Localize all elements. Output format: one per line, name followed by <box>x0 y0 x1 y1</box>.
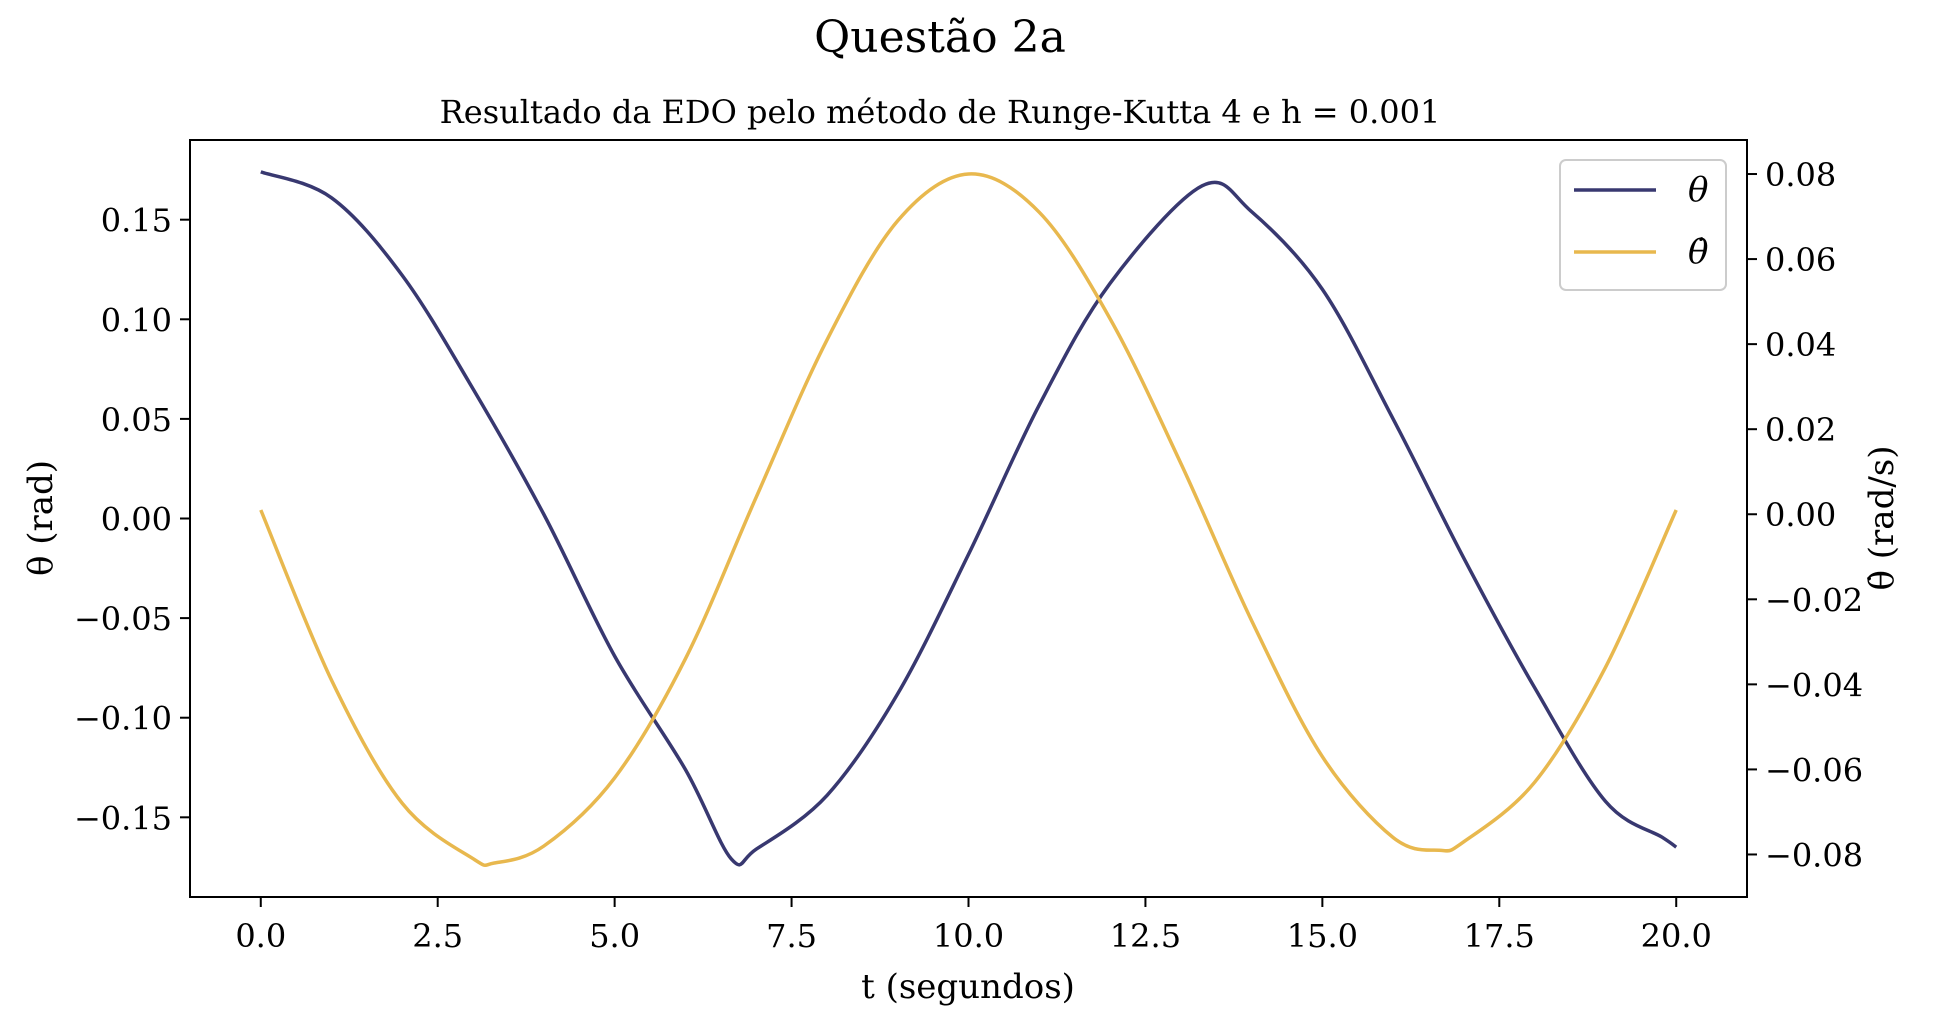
y-left-tick-label: 0.10 <box>101 301 172 339</box>
y-right-axis-label: θ̇ (rad/s) <box>1862 446 1902 591</box>
y-right-tick-label: 0.04 <box>1765 326 1836 364</box>
series-line-theta <box>260 170 1678 867</box>
series-layer <box>259 170 1678 868</box>
legend-label-theta-dot: θ̇ <box>1688 232 1708 272</box>
y-right-tick-label: −0.06 <box>1765 751 1863 789</box>
y-right-tick-label: −0.02 <box>1765 581 1863 619</box>
x-axis-label: t (segundos) <box>861 967 1075 1007</box>
y-right-tick-label: −0.04 <box>1765 666 1863 704</box>
chart-title: Resultado da EDO pelo método de Runge-Ku… <box>440 93 1441 131</box>
y-right-tick-label: 0.08 <box>1765 156 1836 194</box>
y-right-tick-label: 0.00 <box>1765 496 1836 534</box>
x-axis-ticks: 0.0 2.5 5.0 7.5 10.0 12.5 15.0 17.5 20.0 <box>235 897 1712 955</box>
y-right-tick-label: 0.06 <box>1765 241 1836 279</box>
x-tick-label: 17.5 <box>1464 917 1535 955</box>
x-tick-label: 2.5 <box>412 917 463 955</box>
y-right-axis-ticks: 0.08 0.06 0.04 0.02 0.00 −0.02 −0.04 −0.06 −0.08 <box>1747 156 1863 874</box>
y-left-tick-label: 0.00 <box>101 501 172 539</box>
y-left-tick-label: −0.15 <box>74 799 172 837</box>
y-left-tick-label: −0.05 <box>74 600 172 638</box>
x-tick-label: 15.0 <box>1287 917 1358 955</box>
legend-box <box>1559 159 1727 291</box>
legend-label-theta: θ <box>1688 170 1708 210</box>
y-left-tick-label: −0.10 <box>74 700 172 738</box>
x-tick-label: 5.0 <box>589 917 640 955</box>
x-tick-label: 10.0 <box>933 917 1004 955</box>
y-right-tick-label: −0.08 <box>1765 836 1863 874</box>
x-tick-label: 12.5 <box>1110 917 1181 955</box>
x-tick-label: 0.0 <box>235 917 286 955</box>
plot-frame <box>189 139 1748 898</box>
legend: θ θ̇ <box>1559 159 1727 291</box>
y-left-axis-label: θ (rad) <box>21 460 61 576</box>
y-right-tick-label: 0.02 <box>1765 411 1836 449</box>
y-left-axis-ticks: 0.15 0.10 0.05 0.00 −0.05 −0.10 −0.15 <box>74 202 190 837</box>
series-line-theta-dot <box>259 172 1678 868</box>
figure-suptitle: Questão 2a <box>814 12 1066 63</box>
x-tick-label: 20.0 <box>1641 917 1712 955</box>
y-left-tick-label: 0.15 <box>101 202 172 240</box>
x-tick-label: 7.5 <box>766 917 817 955</box>
y-left-tick-label: 0.05 <box>101 401 172 439</box>
